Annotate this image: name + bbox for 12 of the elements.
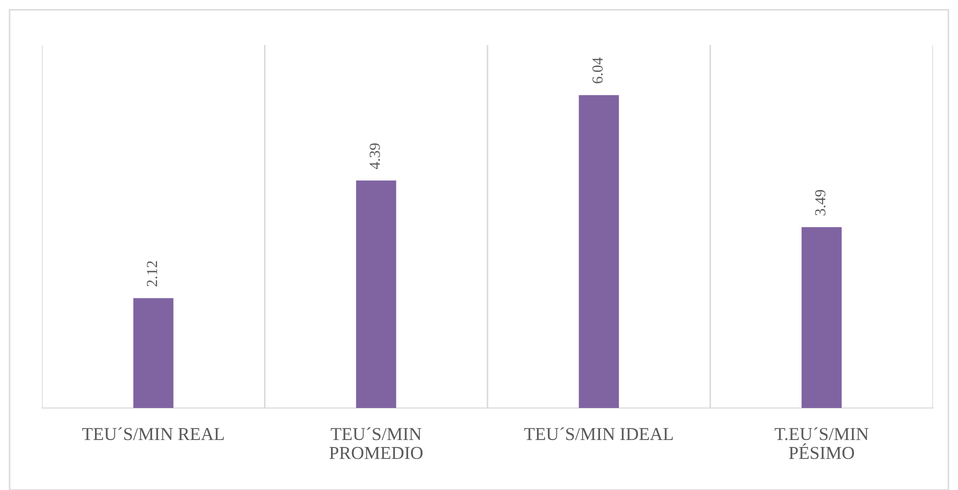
bar [802,227,842,408]
data-label: 2.12 [146,261,158,286]
x-tick-label: T.EU´S/MIN PÉSIMO [774,427,868,460]
x-tick-label: TEU´S/MIN IDEAL [524,427,673,440]
x-tick-label: TEU´S/MIN PROMEDIO [329,427,423,460]
bar [356,180,396,408]
data-label: 4.39 [370,143,380,170]
x-tick-label: TEU´S/MIN REAL [82,427,224,440]
bar [133,298,174,408]
bar [578,95,619,408]
data-label: 3.49 [815,190,826,216]
data-label: 6.04 [592,57,603,84]
